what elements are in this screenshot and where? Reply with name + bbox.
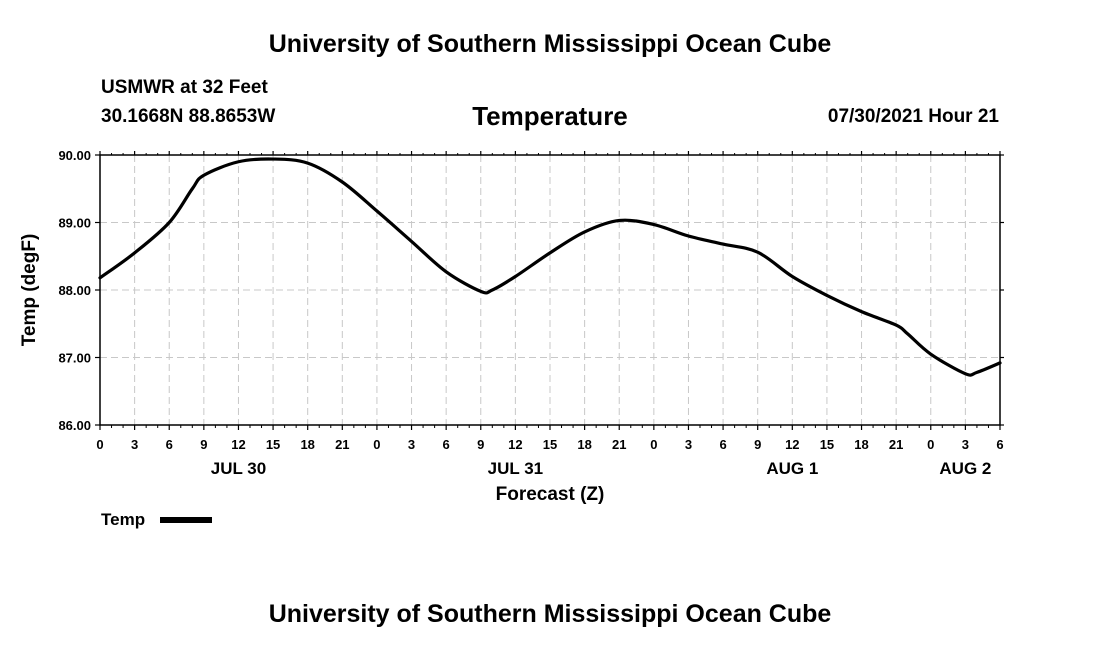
x-tick-label: 12 bbox=[785, 437, 799, 452]
x-tick-label: 3 bbox=[408, 437, 415, 452]
date-label: AUG 1 bbox=[766, 459, 818, 478]
x-tick-label: 9 bbox=[754, 437, 761, 452]
x-tick-label: 3 bbox=[685, 437, 692, 452]
date-label: JUL 30 bbox=[211, 459, 266, 478]
forecast-timestamp: 07/30/2021 Hour 21 bbox=[827, 106, 999, 127]
x-tick-label: 18 bbox=[577, 437, 591, 452]
x-tick-label: 0 bbox=[96, 437, 103, 452]
y-tick-label: 87.00 bbox=[58, 351, 91, 366]
x-tick-label: 9 bbox=[200, 437, 207, 452]
x-tick-label: 21 bbox=[889, 437, 903, 452]
variable-title: Temperature bbox=[472, 101, 628, 131]
date-label: AUG 2 bbox=[939, 459, 991, 478]
date-label: JUL 31 bbox=[488, 459, 543, 478]
x-tick-label: 12 bbox=[508, 437, 522, 452]
y-tick-label: 88.00 bbox=[58, 283, 91, 298]
x-tick-label: 0 bbox=[927, 437, 934, 452]
x-tick-label: 15 bbox=[266, 437, 280, 452]
x-tick-label: 3 bbox=[962, 437, 969, 452]
x-tick-label: 12 bbox=[231, 437, 245, 452]
legend-label: Temp bbox=[101, 510, 145, 529]
x-tick-label: 15 bbox=[820, 437, 834, 452]
x-tick-label: 0 bbox=[650, 437, 657, 452]
x-tick-label: 6 bbox=[166, 437, 173, 452]
x-tick-label: 15 bbox=[543, 437, 557, 452]
station-name: USMWR at 32 Feet bbox=[101, 77, 268, 98]
x-tick-label: 18 bbox=[300, 437, 314, 452]
x-tick-label: 21 bbox=[335, 437, 349, 452]
x-tick-label: 18 bbox=[854, 437, 868, 452]
x-tick-label: 6 bbox=[443, 437, 450, 452]
x-tick-label: 0 bbox=[373, 437, 380, 452]
chart-title-bottom: University of Southern Mississippi Ocean… bbox=[268, 600, 832, 628]
x-tick-label: 6 bbox=[719, 437, 726, 452]
x-tick-label: 9 bbox=[477, 437, 484, 452]
station-coordinates: 30.1668N 88.8653W bbox=[101, 106, 276, 127]
chart-title-top: University of Southern Mississippi Ocean… bbox=[268, 30, 832, 58]
x-tick-label: 3 bbox=[131, 437, 138, 452]
y-tick-label: 90.00 bbox=[58, 148, 91, 163]
x-tick-label: 21 bbox=[612, 437, 626, 452]
x-tick-label: 6 bbox=[996, 437, 1003, 452]
y-tick-label: 86.00 bbox=[58, 418, 91, 433]
y-tick-label: 89.00 bbox=[58, 216, 91, 231]
x-axis-label: Forecast (Z) bbox=[496, 484, 605, 505]
y-axis-label: Temp (degF) bbox=[19, 234, 40, 347]
